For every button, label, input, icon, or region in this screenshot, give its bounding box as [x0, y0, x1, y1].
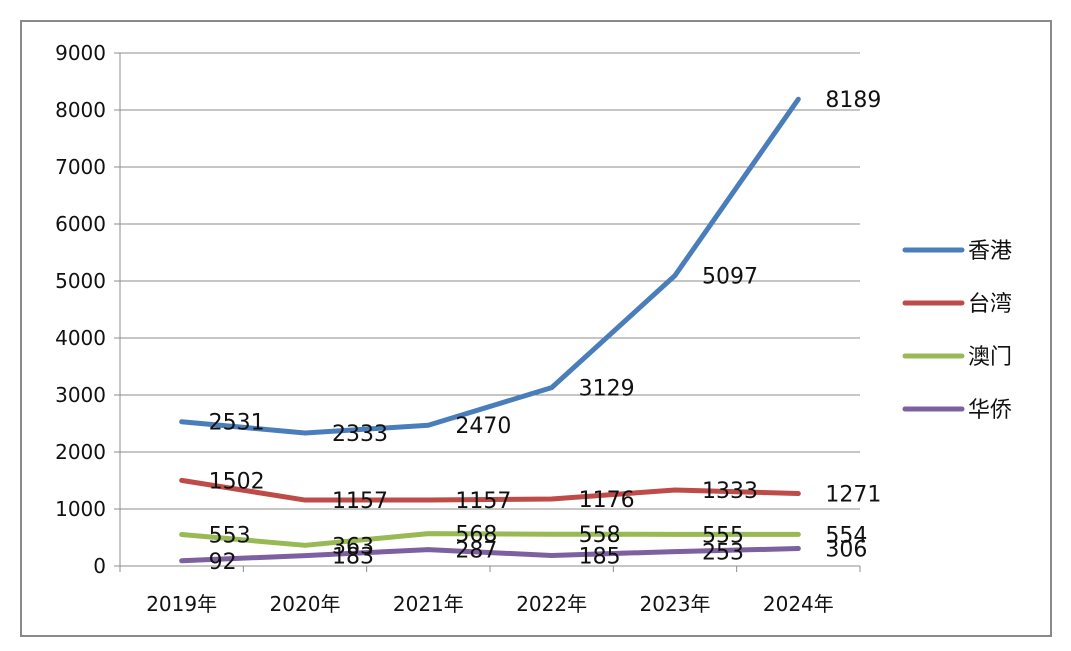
y-tick-label: 9000 [55, 41, 106, 65]
data-label: 363 [332, 534, 374, 559]
y-tick-label: 8000 [55, 98, 106, 122]
x-tick-label: 2019年 [146, 592, 217, 616]
data-label: 2470 [455, 414, 511, 439]
y-tick-label: 1000 [55, 497, 106, 521]
data-label: 253 [702, 541, 744, 566]
y-tick-label: 7000 [55, 155, 106, 179]
y-tick-label: 0 [93, 554, 106, 578]
data-label: 5097 [702, 264, 758, 289]
data-label: 555 [702, 523, 744, 548]
data-label: 1271 [825, 483, 881, 508]
data-label: 183 [332, 545, 374, 570]
legend-label: 香港 [968, 239, 1012, 264]
data-label: 1176 [579, 488, 635, 513]
y-axis-ticks: 0 1000 2000 3000 4000 5000 6000 7000 8000 9000 [55, 41, 120, 578]
series-lines [179, 96, 801, 564]
data-label: 185 [579, 544, 621, 569]
data-label: 8189 [825, 88, 881, 113]
x-axis-ticks: 2019年 2020年 2021年 2022年 2023年 2024年 [119, 566, 861, 616]
data-label: 287 [455, 539, 497, 564]
data-label: 92 [209, 550, 237, 575]
data-label: 2333 [332, 422, 388, 447]
data-label: 3129 [579, 377, 635, 402]
data-label: 1333 [702, 479, 758, 504]
y-tick-label: 5000 [55, 269, 106, 293]
series-line [179, 546, 801, 564]
legend-label: 华侨 [968, 398, 1012, 423]
data-label: 568 [455, 523, 497, 548]
gridlines [120, 52, 860, 510]
x-tick-label: 2024年 [763, 592, 834, 616]
series-line [179, 531, 801, 548]
data-label: 306 [825, 538, 867, 563]
x-tick-label: 2023年 [640, 592, 711, 616]
data-label: 1502 [209, 469, 265, 494]
data-label: 558 [579, 523, 621, 548]
data-label: 2531 [209, 411, 265, 436]
series-line [179, 96, 801, 436]
y-tick-label: 3000 [55, 383, 106, 407]
legend-label: 澳门 [968, 345, 1012, 370]
data-label: 1157 [332, 489, 388, 514]
y-tick-label: 6000 [55, 212, 106, 236]
data-labels: 2531 2333 2470 3129 5097 8189 1502 1157 1157 1176… [209, 88, 882, 575]
y-tick-label: 2000 [55, 440, 106, 464]
x-tick-label: 2022年 [516, 592, 587, 616]
data-label: 554 [825, 523, 867, 548]
x-tick-label: 2021年 [393, 592, 464, 616]
x-tick-label: 2020年 [270, 592, 341, 616]
y-tick-label: 4000 [55, 326, 106, 350]
series-line [179, 477, 801, 503]
legend-label: 台湾 [968, 292, 1012, 317]
data-label: 553 [209, 523, 251, 548]
data-label: 1157 [455, 489, 511, 514]
